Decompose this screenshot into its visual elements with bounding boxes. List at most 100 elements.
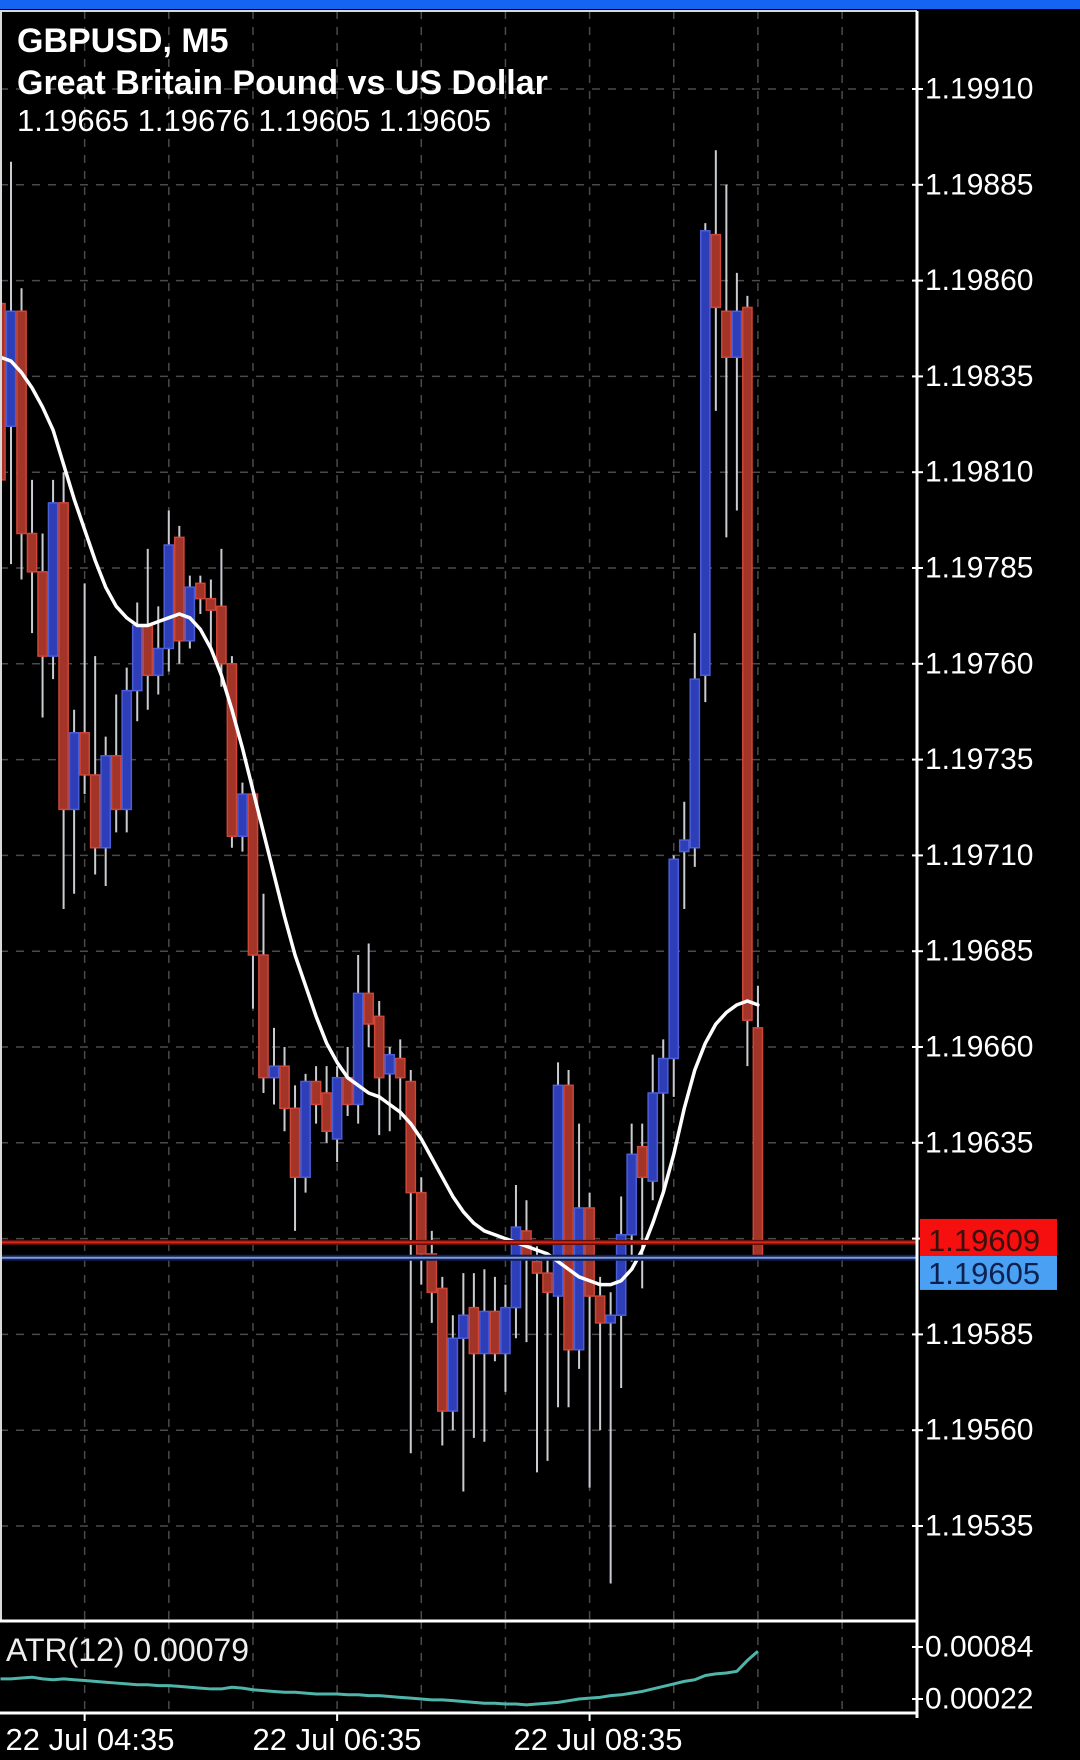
price-tick-label: 1.19535 bbox=[925, 1510, 1033, 1543]
price-tick-label: 1.19635 bbox=[925, 1126, 1033, 1159]
ohlc-readout: 1.19665 1.19676 1.19605 1.19605 bbox=[17, 103, 492, 138]
candle-body bbox=[289, 1107, 301, 1179]
candle-body bbox=[447, 1337, 459, 1412]
candle-body bbox=[678, 839, 690, 853]
price-tick-label: 1.19685 bbox=[925, 935, 1033, 968]
candle-body bbox=[731, 310, 743, 358]
candle-body bbox=[436, 1287, 448, 1412]
candle-body bbox=[131, 624, 143, 692]
candle-body bbox=[710, 233, 722, 309]
candle-body bbox=[68, 732, 80, 811]
candle-body bbox=[100, 755, 112, 849]
time-axis-label: 22 Jul 06:35 bbox=[252, 1722, 422, 1757]
moving-average-line bbox=[0, 355, 760, 1287]
candle-body bbox=[752, 1027, 764, 1259]
candle-body bbox=[531, 1260, 543, 1274]
time-axis-label: 22 Jul 04:35 bbox=[5, 1722, 175, 1757]
candle-body bbox=[184, 586, 196, 642]
price-tick-label: 1.19860 bbox=[925, 264, 1033, 297]
candle-body bbox=[121, 689, 133, 811]
candle-body bbox=[468, 1306, 480, 1355]
ask-price-box bbox=[920, 1218, 1057, 1256]
candle-body bbox=[247, 793, 259, 956]
candle-body bbox=[373, 1015, 385, 1079]
bid-price-label: 1.19605 bbox=[928, 1256, 1040, 1291]
candle-body bbox=[152, 647, 164, 677]
atr-indicator: 0.00084 0.00022 bbox=[0, 1631, 1033, 1716]
candle-body bbox=[405, 1080, 417, 1194]
candle-body bbox=[195, 582, 206, 600]
candle-body bbox=[510, 1226, 522, 1309]
candle-body bbox=[300, 1080, 311, 1179]
candle-body bbox=[89, 774, 101, 849]
candle-body bbox=[16, 310, 27, 535]
chart-symbol-timeframe: GBPUSD, M5 bbox=[17, 22, 229, 60]
candle-body bbox=[605, 1314, 616, 1324]
atr-line bbox=[0, 1650, 759, 1707]
candle-body bbox=[110, 755, 122, 811]
price-tick-label: 1.19810 bbox=[925, 456, 1033, 489]
candle-body bbox=[458, 1314, 469, 1339]
gridlines bbox=[0, 11, 917, 1713]
candle-body bbox=[394, 1057, 406, 1079]
candle-body bbox=[258, 954, 269, 1079]
candle-body bbox=[479, 1310, 490, 1355]
candle-body bbox=[594, 1295, 606, 1324]
candle-body bbox=[426, 1253, 438, 1293]
candle-body bbox=[268, 1065, 280, 1079]
candle-body bbox=[489, 1310, 501, 1355]
candle-body bbox=[647, 1092, 659, 1182]
candle-body bbox=[584, 1207, 595, 1297]
ask-price-label: 1.19609 bbox=[928, 1223, 1040, 1258]
candle-body bbox=[626, 1153, 638, 1236]
candle-body bbox=[26, 532, 38, 573]
candle-body bbox=[352, 992, 364, 1106]
symbol-description: Great Britain Pound vs US Dollar bbox=[17, 64, 548, 102]
candle-body bbox=[79, 732, 90, 776]
candle-body bbox=[142, 624, 154, 677]
candle-body bbox=[47, 502, 59, 657]
candle-body bbox=[689, 678, 701, 849]
price-tick-label: 1.19560 bbox=[925, 1414, 1033, 1447]
candle-body bbox=[37, 571, 48, 657]
indicator-label: ATR(12) 0.00079 bbox=[6, 1632, 250, 1668]
candle-body bbox=[163, 544, 175, 650]
price-tick-label: 1.19760 bbox=[925, 647, 1033, 680]
candle-body bbox=[216, 605, 227, 665]
candle-body bbox=[699, 230, 711, 677]
atr-tick-label: 0.00084 bbox=[925, 1631, 1033, 1664]
price-tick-label: 1.19910 bbox=[925, 73, 1033, 106]
time-axis-label: 22 Jul 08:35 bbox=[513, 1722, 683, 1757]
price-tick-label: 1.19885 bbox=[925, 168, 1033, 201]
candle-body bbox=[552, 1084, 564, 1297]
candle-body bbox=[500, 1306, 511, 1355]
candles bbox=[0, 150, 764, 1584]
bid-price-box bbox=[920, 1255, 1057, 1290]
candle-body bbox=[363, 992, 375, 1025]
candle-body bbox=[542, 1272, 553, 1293]
candle-body bbox=[331, 1076, 343, 1140]
candle-body bbox=[237, 793, 248, 837]
candle-body bbox=[226, 663, 238, 837]
candle-body bbox=[415, 1191, 427, 1255]
candle-body bbox=[636, 1145, 648, 1179]
candle-body bbox=[742, 306, 753, 1021]
price-tick-label: 1.19785 bbox=[925, 552, 1033, 585]
candle-body bbox=[58, 502, 69, 811]
candle-body bbox=[384, 1053, 396, 1075]
price-tick-label: 1.19835 bbox=[925, 360, 1033, 393]
candle-body bbox=[205, 597, 217, 611]
price-axis[interactable]: 1.19910 1.19885 1.19860 1.19835 1.19810 1.197… bbox=[912, 73, 1033, 1543]
candle-body bbox=[173, 536, 185, 642]
candle-body bbox=[563, 1084, 574, 1351]
price-tick-label: 1.19735 bbox=[925, 743, 1033, 776]
panel-borders bbox=[0, 10, 919, 1721]
candle-body bbox=[668, 858, 680, 1060]
candle-body bbox=[657, 1057, 669, 1094]
price-tick-label: 1.19710 bbox=[925, 839, 1033, 872]
candle-body bbox=[279, 1065, 290, 1110]
price-tick-label: 1.19660 bbox=[925, 1031, 1033, 1064]
